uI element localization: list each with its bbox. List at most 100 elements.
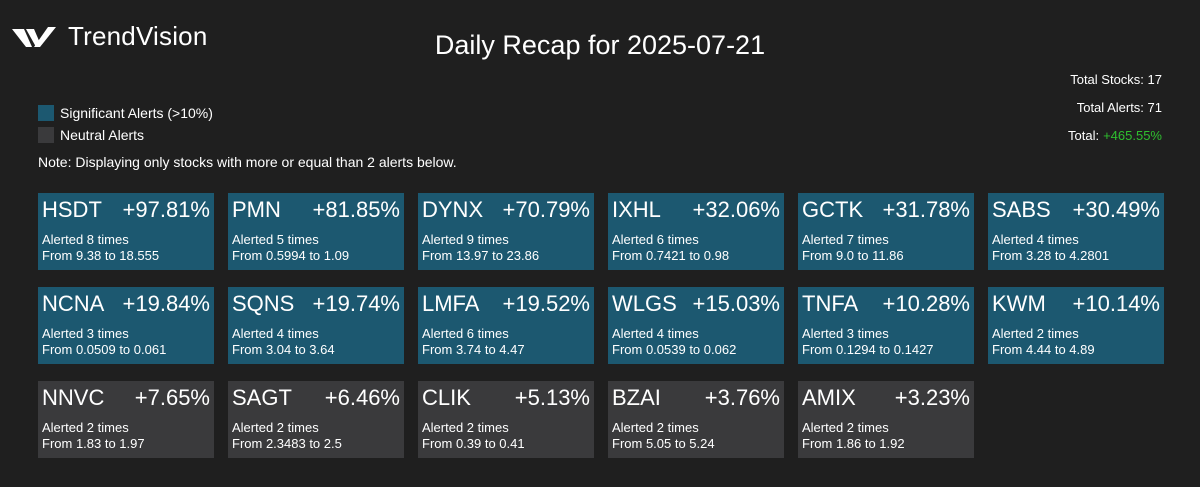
- stock-change: +6.46%: [324, 385, 400, 410]
- note-text: Note: Displaying only stocks with more o…: [38, 154, 457, 170]
- stock-price-range: From 0.0539 to 0.062: [612, 342, 737, 357]
- stock-ticker: GCTK: [802, 197, 864, 222]
- stock-card: HSDT +97.81% Alerted 8 times From 9.38 to …: [38, 193, 214, 270]
- stock-change: +3.23%: [894, 385, 970, 410]
- stock-alert-count: Alerted 8 times: [42, 232, 129, 247]
- stock-change: +5.13%: [514, 385, 590, 410]
- total-alerts: Total Alerts: 71: [1076, 100, 1162, 115]
- stock-ticker: CLIK: [422, 385, 471, 410]
- stock-price-range: From 1.86 to 1.92: [802, 436, 905, 451]
- stock-price-range: From 0.1294 to 0.1427: [802, 342, 934, 357]
- stock-card: GCTK +31.78% Alerted 7 times From 9.0 to 1…: [798, 193, 974, 270]
- stock-alert-count: Alerted 2 times: [802, 420, 889, 435]
- stock-price-range: From 0.5994 to 1.09: [232, 248, 350, 263]
- significant-swatch: [38, 105, 54, 121]
- stock-price-range: From 13.97 to 23.86: [422, 248, 540, 263]
- stock-ticker: NCNA: [42, 291, 105, 316]
- stock-ticker: SAGT: [232, 385, 292, 410]
- stock-change: +10.28%: [882, 291, 970, 316]
- stock-ticker: AMIX: [802, 385, 856, 410]
- stock-price-range: From 9.0 to 11.86: [802, 248, 904, 263]
- stock-change: +31.78%: [882, 197, 970, 222]
- stock-card: SABS +30.49% Alerted 4 times From 3.28 to …: [988, 193, 1164, 270]
- stock-card: IXHL +32.06% Alerted 6 times From 0.7421 t…: [608, 193, 784, 270]
- stock-price-range: From 0.39 to 0.41: [422, 436, 525, 451]
- total-value: +465.55%: [1103, 128, 1162, 143]
- stock-card: NCNA +19.84% Alerted 3 times From 0.0509 t…: [38, 287, 214, 364]
- stock-card: CLIK +5.13% Alerted 2 times From 0.39 to 0…: [418, 381, 594, 458]
- stock-price-range: From 0.0509 to 0.061: [42, 342, 167, 357]
- stock-alert-count: Alerted 2 times: [232, 420, 319, 435]
- stock-ticker: IXHL: [612, 197, 661, 222]
- trendvision-logo-icon: [12, 27, 56, 47]
- neutral-swatch: [38, 127, 54, 143]
- stock-change: +3.76%: [704, 385, 780, 410]
- stock-ticker: DYNX: [422, 197, 484, 222]
- stock-alert-count: Alerted 5 times: [232, 232, 319, 247]
- stock-alert-count: Alerted 2 times: [42, 420, 129, 435]
- stock-price-range: From 3.74 to 4.47: [422, 342, 525, 357]
- summary-stats: Total Stocks: 17 Total Alerts: 71 Total:…: [1068, 72, 1162, 156]
- stock-card: KWM +10.14% Alerted 2 times From 4.44 to 4…: [988, 287, 1164, 364]
- stock-price-range: From 2.3483 to 2.5: [232, 436, 342, 451]
- total-change: Total: +465.55%: [1068, 128, 1162, 156]
- stock-ticker: BZAI: [612, 385, 661, 410]
- stock-change: +15.03%: [692, 291, 780, 316]
- brand-name: TrendVision: [68, 20, 208, 51]
- stock-card: LMFA +19.52% Alerted 6 times From 3.74 to …: [418, 287, 594, 364]
- legend-label-significant: Significant Alerts (>10%): [60, 105, 213, 121]
- stock-alert-count: Alerted 7 times: [802, 232, 889, 247]
- stock-card: AMIX +3.23% Alerted 2 times From 1.86 to 1…: [798, 381, 974, 458]
- stock-alert-count: Alerted 6 times: [422, 326, 509, 341]
- stock-price-range: From 9.38 to 18.555: [42, 248, 160, 263]
- stock-change: +32.06%: [692, 197, 780, 222]
- stock-alert-count: Alerted 6 times: [612, 232, 699, 247]
- stock-ticker: HSDT: [42, 197, 102, 222]
- stock-alert-count: Alerted 2 times: [992, 326, 1079, 341]
- legend: Significant Alerts (>10%) Neutral Alerts: [38, 102, 213, 146]
- stock-card: NNVC +7.65% Alerted 2 times From 1.83 to 1…: [38, 381, 214, 458]
- legend-label-neutral: Neutral Alerts: [60, 127, 145, 143]
- stock-ticker: SABS: [992, 197, 1051, 222]
- stock-change: +81.85%: [312, 197, 400, 222]
- stock-alert-count: Alerted 2 times: [612, 420, 699, 435]
- stock-price-range: From 3.28 to 4.2801: [992, 248, 1110, 263]
- stock-alert-count: Alerted 4 times: [612, 326, 699, 341]
- stock-ticker: LMFA: [422, 291, 480, 316]
- stock-alert-count: Alerted 3 times: [42, 326, 129, 341]
- stock-card: PMN +81.85% Alerted 5 times From 0.5994 to…: [228, 193, 404, 270]
- page-title: Daily Recap for 2025-07-21: [434, 30, 766, 60]
- brand: TrendVision: [12, 18, 208, 54]
- stock-change: +97.81%: [122, 197, 210, 222]
- stock-change: +30.49%: [1072, 197, 1160, 222]
- stock-ticker: TNFA: [802, 291, 859, 316]
- stock-price-range: From 1.83 to 1.97: [42, 436, 145, 451]
- stock-alert-count: Alerted 9 times: [422, 232, 509, 247]
- stock-price-range: From 5.05 to 5.24: [612, 436, 715, 451]
- total-stocks: Total Stocks: 17: [1070, 72, 1162, 87]
- stock-ticker: PMN: [232, 197, 281, 222]
- stock-change: +19.84%: [122, 291, 210, 316]
- stock-card: DYNX +70.79% Alerted 9 times From 13.97 to…: [418, 193, 594, 270]
- stock-alert-count: Alerted 3 times: [802, 326, 889, 341]
- stock-card: SQNS +19.74% Alerted 4 times From 3.04 to …: [228, 287, 404, 364]
- total-label: Total:: [1068, 128, 1100, 143]
- legend-item-neutral: Neutral Alerts: [38, 124, 213, 146]
- stock-change: +19.74%: [312, 291, 400, 316]
- stock-change: +7.65%: [134, 385, 210, 410]
- legend-item-significant: Significant Alerts (>10%): [38, 102, 213, 124]
- stock-alert-count: Alerted 4 times: [992, 232, 1079, 247]
- stock-change: +70.79%: [502, 197, 590, 222]
- stock-ticker: SQNS: [232, 291, 295, 316]
- stock-price-range: From 0.7421 to 0.98: [612, 248, 730, 263]
- stock-card: BZAI +3.76% Alerted 2 times From 5.05 to 5…: [608, 381, 784, 458]
- stock-ticker: WLGS: [612, 291, 677, 316]
- stock-ticker: KWM: [992, 291, 1046, 316]
- stock-change: +19.52%: [502, 291, 590, 316]
- stock-price-range: From 3.04 to 3.64: [232, 342, 335, 357]
- stock-card: SAGT +6.46% Alerted 2 times From 2.3483 to…: [228, 381, 404, 458]
- stock-alert-count: Alerted 2 times: [422, 420, 509, 435]
- stock-ticker: NNVC: [42, 385, 105, 410]
- stock-card: TNFA +10.28% Alerted 3 times From 0.1294 t…: [798, 287, 974, 364]
- stock-card: WLGS +15.03% Alerted 4 times From 0.0539 t…: [608, 287, 784, 364]
